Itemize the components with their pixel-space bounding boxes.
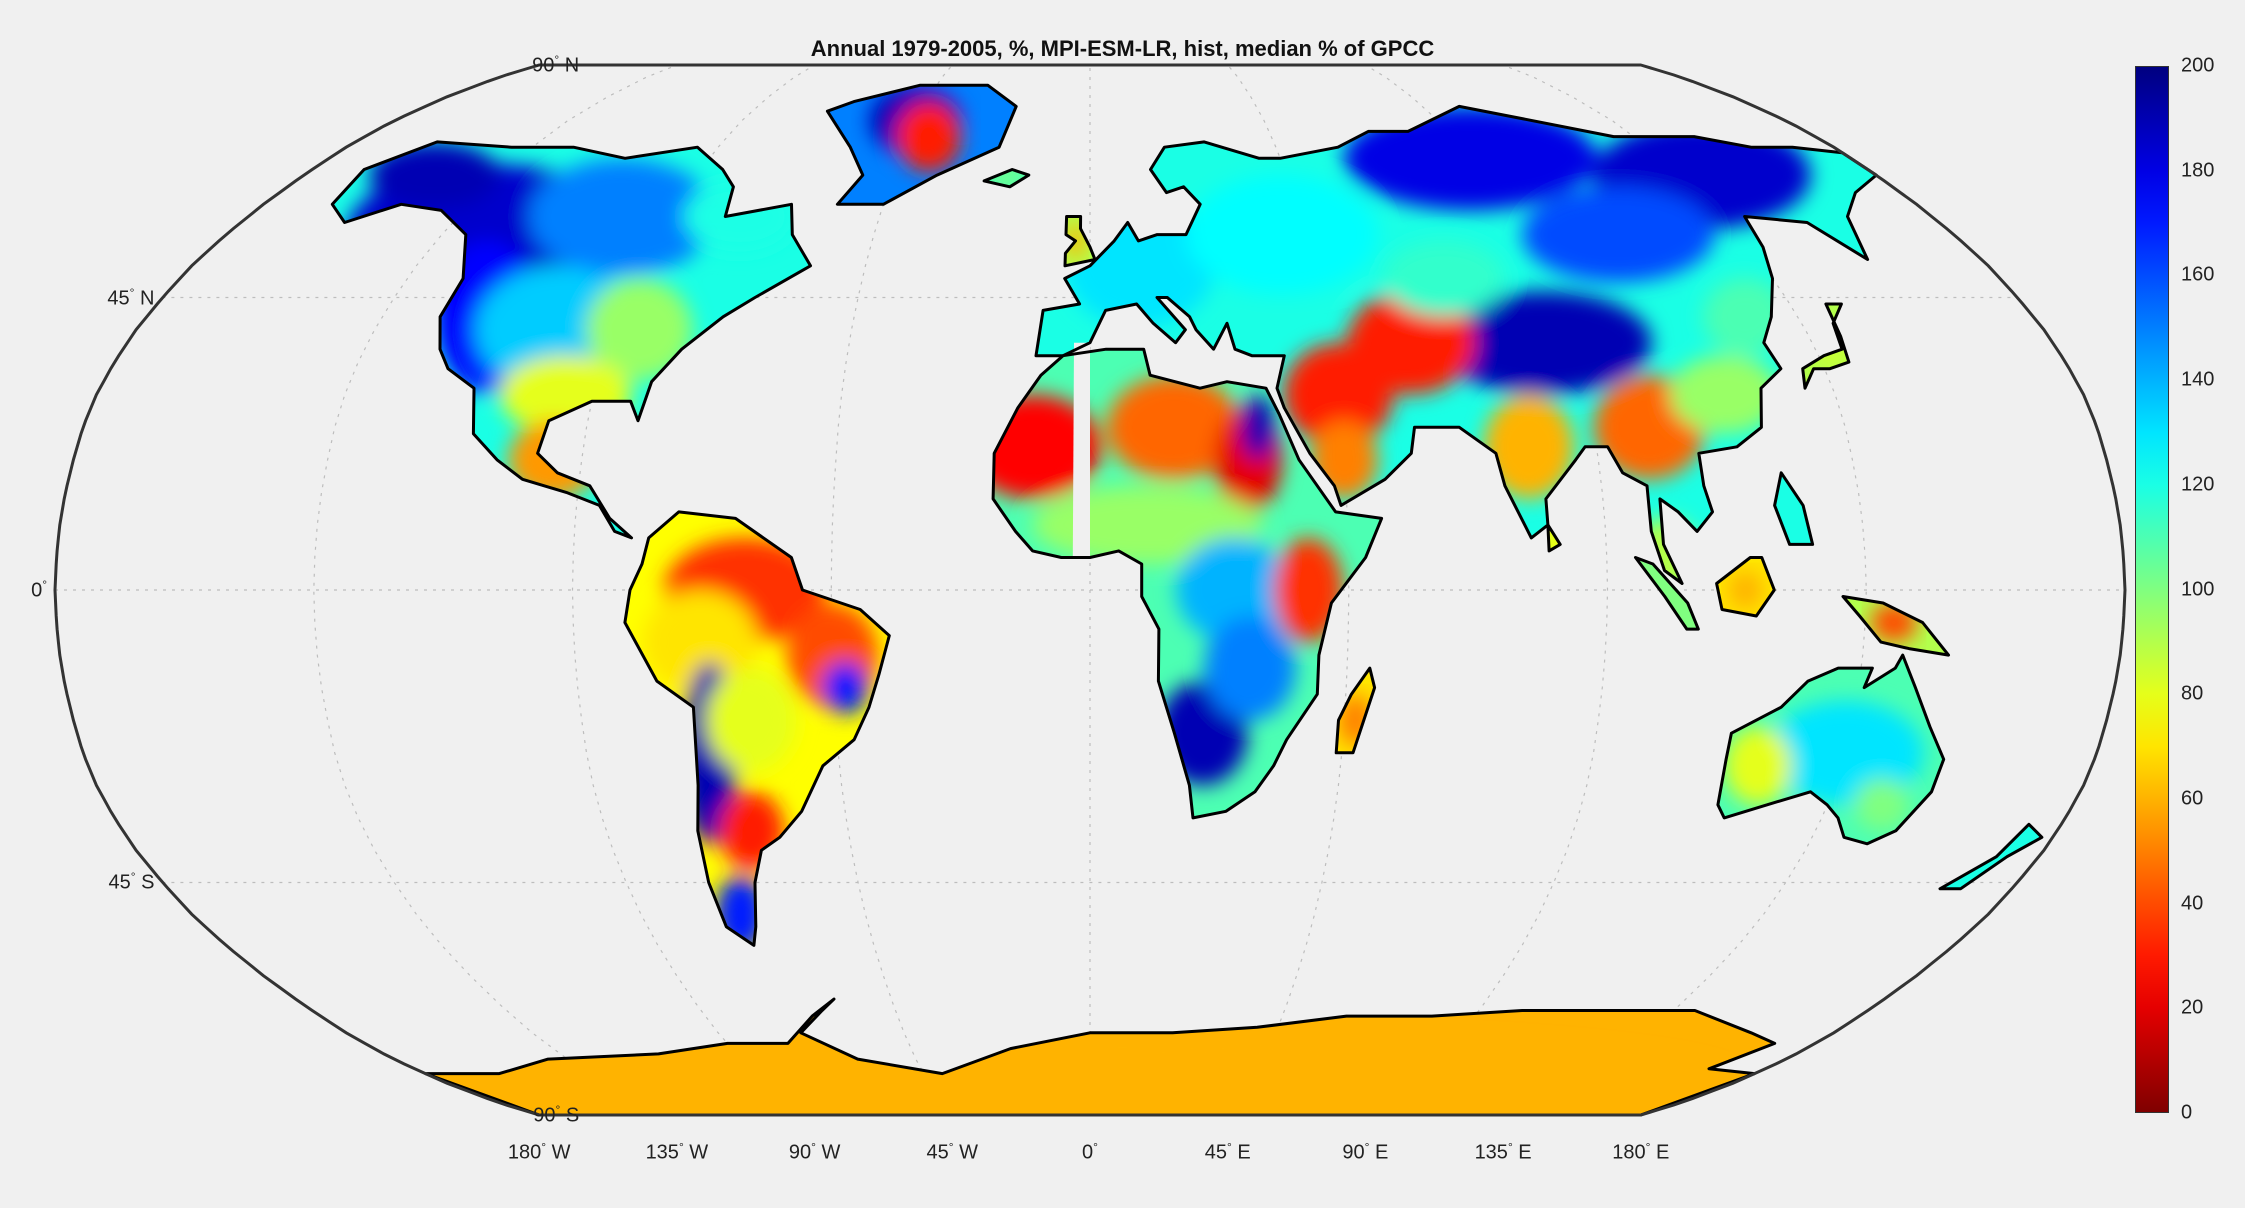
longitude-label: 135° E bbox=[1474, 1140, 1532, 1164]
colorbar-tick-label: 80 bbox=[2181, 682, 2204, 705]
coastline-philippines bbox=[1773, 471, 1815, 546]
field-cell bbox=[1383, 240, 1505, 317]
missing-data-strip bbox=[1072, 342, 1090, 558]
land-layer bbox=[332, 85, 2042, 1115]
map-title: Annual 1979-2005, %, MPI-ESM-LR, hist, m… bbox=[810, 36, 1435, 61]
field-cell bbox=[1241, 394, 1275, 460]
field-cell bbox=[1343, 106, 1598, 211]
colorbar-tick-label: 20 bbox=[2181, 996, 2204, 1019]
latitude-label: 90° N bbox=[532, 52, 580, 77]
field-cell bbox=[643, 590, 758, 695]
colorbar-tick-label: 180 bbox=[2181, 159, 2215, 182]
longitude-label: 90° E bbox=[1342, 1140, 1389, 1164]
colorbar bbox=[2135, 66, 2169, 1113]
field-cell bbox=[896, 101, 962, 172]
field-cell bbox=[1310, 420, 1378, 499]
longitude-label: 180° E bbox=[1612, 1140, 1670, 1164]
field-cell bbox=[1728, 570, 1763, 610]
coastline-south-america bbox=[623, 510, 891, 947]
longitude-label: 90° W bbox=[788, 1140, 841, 1164]
longitude-label: 45° E bbox=[1204, 1140, 1251, 1164]
coastline-north-america bbox=[330, 140, 812, 540]
field-cell bbox=[369, 141, 501, 209]
colorbar-tick-label: 120 bbox=[2181, 473, 2215, 496]
field-australia bbox=[1717, 655, 1944, 844]
coastline-madagascar bbox=[1334, 666, 1377, 755]
field-cell bbox=[1106, 375, 1241, 480]
field-cell bbox=[1204, 616, 1296, 721]
latitude-label: 90° S bbox=[533, 1102, 580, 1127]
field-cell bbox=[447, 1032, 1733, 1115]
coastline-greenland bbox=[825, 83, 1018, 206]
coastline-new-zealand bbox=[1938, 822, 2044, 891]
longitude-label: 0° bbox=[1082, 1140, 1098, 1164]
field-cell bbox=[715, 876, 766, 946]
field-cell bbox=[499, 355, 632, 434]
longitude-label: 180° W bbox=[507, 1140, 571, 1164]
field-cell bbox=[1854, 778, 1909, 831]
longitude-label: 45° W bbox=[926, 1140, 979, 1164]
latitude-label: 45° N bbox=[107, 285, 155, 309]
field-cell bbox=[822, 661, 868, 714]
colorbar-tick-label: 100 bbox=[2181, 578, 2215, 600]
field-cell bbox=[528, 158, 716, 275]
longitude-label: 135° W bbox=[645, 1140, 709, 1164]
coastline-eurasia bbox=[1034, 104, 1878, 585]
coastline-great-britain bbox=[1063, 215, 1097, 268]
field-sumatra bbox=[1635, 557, 1699, 630]
latitude-label: 45° S bbox=[108, 870, 155, 894]
field-cell bbox=[1522, 186, 1715, 283]
coastline-indonesia-borneo bbox=[1715, 556, 1776, 618]
coastlines bbox=[330, 83, 2044, 1117]
field-cell bbox=[1274, 537, 1343, 643]
field-cell bbox=[719, 791, 784, 870]
coastline-iceland bbox=[982, 168, 1031, 189]
coastline-sri-lanka bbox=[1546, 523, 1562, 553]
coastline-australia bbox=[1716, 653, 1946, 846]
colorbar-tick-label: 40 bbox=[2181, 892, 2204, 915]
coastline-africa bbox=[991, 347, 1384, 820]
field-cell bbox=[1186, 175, 1378, 295]
colorbar-tick-label: 140 bbox=[2181, 368, 2215, 391]
field-cell bbox=[1483, 394, 1574, 499]
colorbar-tick-label: 200 bbox=[2181, 54, 2215, 77]
field-new-zealand bbox=[1940, 824, 2042, 889]
coastline-antarctica bbox=[424, 997, 1777, 1117]
field-north-america bbox=[332, 141, 811, 538]
field-base-sumatra bbox=[1635, 557, 1699, 630]
coastline-new-guinea bbox=[1841, 595, 1950, 657]
colorbar-tick-label: 160 bbox=[2181, 263, 2215, 286]
field-antarctica bbox=[425, 999, 1775, 1115]
field-base-new-zealand bbox=[1940, 824, 2042, 889]
latitude-label: 0° bbox=[31, 577, 47, 602]
field-cell bbox=[1767, 700, 1924, 805]
field-cell bbox=[1724, 726, 1792, 805]
field-cell bbox=[1338, 694, 1373, 747]
field-greenland bbox=[827, 85, 1017, 205]
colorbar-tick-label: 0 bbox=[2181, 1101, 2193, 1124]
map-frame bbox=[53, 63, 2127, 1117]
field-indonesia-borneo bbox=[1716, 557, 1775, 616]
field-south-america bbox=[624, 511, 890, 946]
field-cell bbox=[586, 278, 693, 381]
coastline-japan bbox=[1801, 302, 1851, 390]
coastline-sumatra bbox=[1634, 556, 1700, 631]
field-cell bbox=[1669, 355, 1781, 434]
field-cell bbox=[1703, 278, 1787, 356]
colorbar-tick-label: 60 bbox=[2181, 787, 2204, 810]
field-cell bbox=[1176, 537, 1292, 643]
field-cell bbox=[1437, 291, 1652, 395]
field-eurasia bbox=[1036, 106, 1877, 584]
field-base-japan bbox=[1802, 304, 1849, 389]
field-cell bbox=[705, 668, 797, 773]
field-cell bbox=[1283, 342, 1394, 447]
field-cell bbox=[683, 181, 796, 252]
